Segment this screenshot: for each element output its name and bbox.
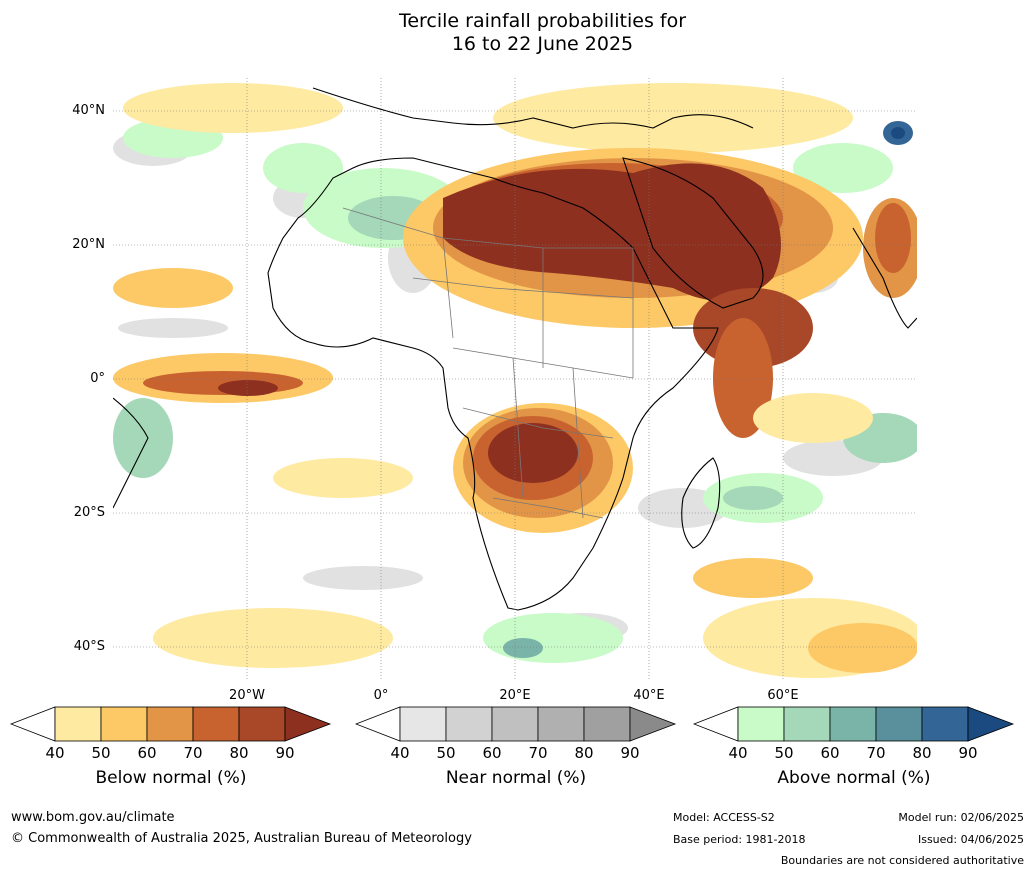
below-tick-label: 70 — [183, 744, 203, 762]
above-tick-label: 50 — [774, 744, 794, 762]
below-colorbar-segment — [146, 706, 194, 742]
near-colorbar-segment — [583, 706, 631, 742]
below-normal-regions — [113, 83, 917, 678]
lat-label-0: 0° — [90, 371, 105, 386]
above-colorbar-segment — [783, 706, 831, 742]
near-tick-label: 60 — [482, 744, 502, 762]
africa-coastline — [267, 157, 719, 611]
lat-label-20n: 20°N — [72, 237, 105, 252]
lon-label-40e: 40°E — [633, 688, 665, 703]
arabia-coastline — [622, 157, 764, 309]
base-period-text: Base period: 1981-2018 — [673, 833, 806, 846]
lon-label-20e: 20°E — [499, 688, 531, 703]
above-colorbar-segment — [829, 706, 877, 742]
near-tick-label: 40 — [390, 744, 410, 762]
country-borders — [342, 207, 634, 519]
above-tick-label: 90 — [958, 744, 978, 762]
above-tick-label: 60 — [820, 744, 840, 762]
copyright-text: © Commonwealth of Australia 2025, Austra… — [11, 831, 472, 846]
model-text: Model: ACCESS-S2 — [673, 811, 775, 824]
near-normal-colorbar — [355, 706, 677, 742]
madagascar-coastline — [681, 457, 721, 549]
below-normal-colorbar — [10, 706, 332, 742]
near-tick-label: 90 — [620, 744, 640, 762]
below-normal-label: Below normal (%) — [95, 768, 247, 788]
lat-label-40n: 40°N — [72, 103, 105, 118]
near-colorbar-lower-tip — [355, 706, 401, 742]
above-tick-label: 40 — [728, 744, 748, 762]
india-coastline — [852, 227, 917, 329]
below-colorbar-segment — [238, 706, 286, 742]
below-tick-label: 50 — [91, 744, 111, 762]
below-colorbar-upper-tip — [284, 706, 332, 742]
above-colorbar-lower-tip — [693, 706, 739, 742]
below-colorbar-segment — [54, 706, 102, 742]
lat-label-20s: 20°S — [73, 505, 105, 520]
title-line-2: 16 to 22 June 2025 — [451, 33, 634, 55]
lon-label-20w: 20°W — [229, 688, 265, 703]
above-normal-label: Above normal (%) — [777, 768, 931, 788]
below-colorbar-lower-tip — [10, 706, 56, 742]
below-tick-label: 60 — [137, 744, 157, 762]
above-colorbar-segment — [921, 706, 969, 742]
issued-text: Issued: 04/06/2025 — [917, 833, 1024, 846]
above-colorbar-segment — [875, 706, 923, 742]
website-text: www.bom.gov.au/climate — [11, 810, 175, 825]
below-tick-label: 80 — [229, 744, 249, 762]
near-normal-label: Near normal (%) — [445, 768, 587, 788]
lon-label-0: 0° — [373, 688, 389, 703]
above-tick-label: 80 — [912, 744, 932, 762]
near-colorbar-segment — [491, 706, 539, 742]
below-colorbar-segment — [100, 706, 148, 742]
title-line-1: Tercile rainfall probabilities for — [398, 10, 687, 32]
near-tick-label: 70 — [528, 744, 548, 762]
above-tick-label: 70 — [866, 744, 886, 762]
lat-label-40s: 40°S — [73, 639, 105, 654]
rainfall-probability-map — [113, 78, 917, 681]
near-tick-label: 80 — [574, 744, 594, 762]
near-tick-label: 50 — [436, 744, 456, 762]
near-colorbar-segment — [445, 706, 493, 742]
boundaries-text: Boundaries are not considered authoritat… — [780, 854, 1024, 867]
above-colorbar-upper-tip — [967, 706, 1015, 742]
near-colorbar-segment — [537, 706, 585, 742]
south-america-coastline — [113, 397, 149, 509]
lon-label-60e: 60°E — [767, 688, 799, 703]
above-normal-colorbar — [693, 706, 1015, 742]
above-colorbar-segment — [737, 706, 785, 742]
near-colorbar-upper-tip — [629, 706, 677, 742]
below-tick-label: 40 — [45, 744, 65, 762]
below-tick-label: 90 — [275, 744, 295, 762]
graticule — [113, 78, 917, 681]
near-colorbar-segment — [399, 706, 447, 742]
model-run-text: Model run: 02/06/2025 — [898, 811, 1024, 824]
below-colorbar-segment — [192, 706, 240, 742]
map-title: Tercile rainfall probabilities for 16 to… — [0, 10, 1035, 56]
